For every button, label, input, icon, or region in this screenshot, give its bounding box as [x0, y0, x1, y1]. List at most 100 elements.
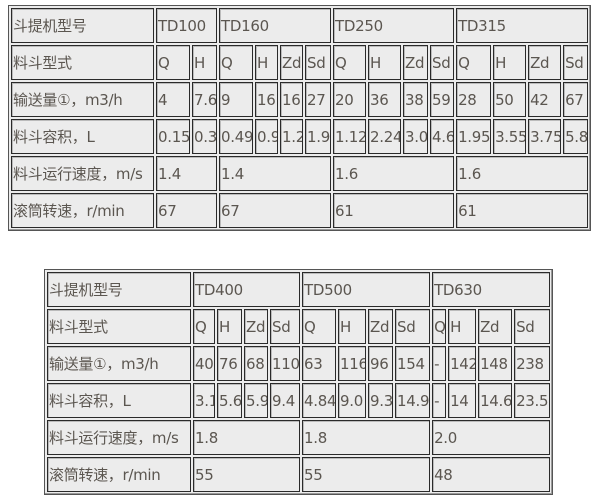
table-cell: 42	[528, 82, 562, 117]
table-cell: 55	[193, 457, 301, 492]
table-cell: 1.8	[302, 420, 431, 455]
table-row: 滚筒转速，r/min 55 55 48	[47, 457, 551, 492]
bucket-elevator-spec-table-2: 斗提机型号 TD400 TD500 TD630 料斗型式 Q H Zd Sd Q H Zd Sd Q H Zd…	[44, 269, 554, 495]
row-label: 斗提机型号	[47, 272, 191, 307]
table-cell: H	[192, 45, 217, 80]
bucket-elevator-spec-table-1: 斗提机型号 TD100 TD160 TD250 TD315 料斗型式 Q H Q H Zd Sd Q H Z…	[8, 5, 592, 231]
table-cell: 5.9	[244, 383, 268, 418]
table-row: 输送量①，m3/h 4 7.6 9 16 16 27 20 36 38 59 28 50 42 67	[11, 82, 589, 117]
table-cell: Sd	[305, 45, 332, 80]
table-cell: H	[338, 309, 367, 344]
table-cell: 63	[302, 346, 337, 381]
table-cell: 2.0	[432, 420, 551, 455]
table-cell: 23.5	[514, 383, 551, 418]
table-cell: -	[432, 383, 447, 418]
table-cell: 1.12	[333, 119, 367, 154]
table-row: 滚筒转速，r/min 67 67 61 61	[11, 193, 589, 228]
table-cell: Q	[219, 45, 253, 80]
table-cell: 0.15	[156, 119, 190, 154]
table-cell: 96	[368, 346, 394, 381]
table-cell: 28	[456, 82, 492, 117]
table-cell: 4.84	[302, 383, 337, 418]
table-cell: 3.0	[403, 119, 429, 154]
table-cell: 2.24	[368, 119, 402, 154]
table-cell: 61	[456, 193, 589, 228]
table-cell: TD315	[456, 8, 589, 43]
row-label: 输送量①，m3/h	[47, 346, 191, 381]
table-cell: 9.3	[368, 383, 394, 418]
table-cell: 3.55	[493, 119, 527, 154]
table-cell: TD400	[193, 272, 301, 307]
table-cell: Q	[456, 45, 492, 80]
table-cell: TD160	[219, 8, 332, 43]
table-cell: H	[255, 45, 278, 80]
table-cell: Q	[432, 309, 447, 344]
table-cell: 3.1	[193, 383, 215, 418]
table-cell: 9.0	[338, 383, 367, 418]
table-cell: 148	[478, 346, 513, 381]
table-cell: 67	[563, 82, 589, 117]
table-cell: 0.3	[192, 119, 217, 154]
table-cell: Q	[156, 45, 190, 80]
table-cell: TD250	[333, 8, 455, 43]
table-cell: Zd	[244, 309, 268, 344]
table-cell: 4.6	[430, 119, 455, 154]
table-cell: 67	[156, 193, 217, 228]
table-cell: 76	[217, 346, 242, 381]
table-cell: Sd	[563, 45, 589, 80]
table-cell: 142	[448, 346, 477, 381]
table-row: 料斗型式 Q H Zd Sd Q H Zd Sd Q H Zd Sd	[47, 309, 551, 344]
table-cell: 1.6	[333, 156, 455, 191]
table-row: 料斗型式 Q H Q H Zd Sd Q H Zd Sd Q H Zd Sd	[11, 45, 589, 80]
table-row: 料斗运行速度，m/s 1.4 1.4 1.6 1.6	[11, 156, 589, 191]
table-cell: 9	[219, 82, 253, 117]
row-label: 料斗容积，L	[47, 383, 191, 418]
table-row: 输送量①，m3/h 40 76 68 110 63 116 96 154-142 148 238	[47, 346, 551, 381]
table-cell: 110	[270, 346, 301, 381]
table-cell: 1.4	[219, 156, 332, 191]
table-cell: 1.6	[456, 156, 589, 191]
table-cell: H	[217, 309, 242, 344]
table-cell: 0.49	[219, 119, 253, 154]
table-cell: 14.6	[478, 383, 513, 418]
table-cell: TD100	[156, 8, 217, 43]
table-cell: 1.8	[193, 420, 301, 455]
table-cell: 9.4	[270, 383, 301, 418]
table-cell: H	[368, 45, 402, 80]
table-cell: 27	[305, 82, 332, 117]
table-cell: 14	[448, 383, 477, 418]
table-cell: Sd	[430, 45, 455, 80]
table-cell: Zd	[478, 309, 513, 344]
table-row: 斗提机型号 TD400 TD500 TD630	[47, 272, 551, 307]
table-cell: TD500	[302, 272, 431, 307]
table-cell: Q	[333, 45, 367, 80]
table-cell: 50	[493, 82, 527, 117]
table-cell: 38	[403, 82, 429, 117]
table-cell: Zd	[528, 45, 562, 80]
table-cell: Sd	[514, 309, 551, 344]
table-cell: Sd	[395, 309, 431, 344]
table-cell: 16	[280, 82, 303, 117]
table-cell: Sd	[270, 309, 301, 344]
table-cell: 14.9	[395, 383, 431, 418]
table-cell: H	[493, 45, 527, 80]
table-cell: Q	[302, 309, 337, 344]
table-cell: 40	[193, 346, 215, 381]
table-cell: 48	[432, 457, 551, 492]
table-cell: H	[448, 309, 477, 344]
table-cell: 5.8	[563, 119, 589, 154]
table-cell: 5.6	[217, 383, 242, 418]
table-cell: 55	[302, 457, 431, 492]
row-label: 料斗容积，L	[11, 119, 154, 154]
table-cell: 4	[156, 82, 190, 117]
row-label: 料斗型式	[47, 309, 191, 344]
table-row: 斗提机型号 TD100 TD160 TD250 TD315	[11, 8, 589, 43]
row-label: 滚筒转速，r/min	[47, 457, 191, 492]
table-row: 料斗容积，L3.15.65.99.44.849.09.314.9-1414.62…	[47, 383, 551, 418]
table-cell: 1.9	[305, 119, 332, 154]
row-label: 斗提机型号	[11, 8, 154, 43]
row-label: 料斗运行速度，m/s	[47, 420, 191, 455]
table-cell: 59	[430, 82, 455, 117]
table-cell: 1.95	[456, 119, 492, 154]
table-cell: 3.75	[528, 119, 562, 154]
